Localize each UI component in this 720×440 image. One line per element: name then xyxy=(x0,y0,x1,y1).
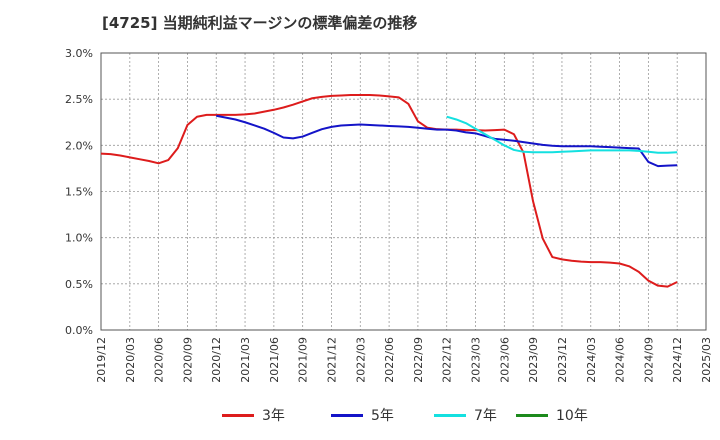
legend-swatch xyxy=(222,413,254,417)
legend-label: 10年 xyxy=(556,408,588,424)
x-tick-label: 2020/03 xyxy=(124,337,137,383)
y-axis: 0.0% 0.5% 1.0% 1.5% 2.0% 2.5% 3.0% xyxy=(65,47,93,337)
legend-label: 3年 xyxy=(262,408,285,424)
grid xyxy=(100,52,707,331)
x-tick-label: 2024/03 xyxy=(585,337,598,383)
y-tick-label: 2.0% xyxy=(65,139,93,152)
x-tick-label: 2022/12 xyxy=(441,337,454,383)
x-tick-label: 2023/03 xyxy=(470,337,483,383)
legend: 3年 5年 7年 10年 xyxy=(0,398,720,432)
series-line-2 xyxy=(446,115,678,154)
legend-item-0: 3年 xyxy=(222,398,285,432)
y-tick-label: 0.0% xyxy=(65,324,93,337)
x-tick-label: 2020/12 xyxy=(210,337,223,383)
series-layer xyxy=(100,94,678,288)
x-tick-label: 2024/09 xyxy=(642,337,655,383)
x-tick-label: 2022/03 xyxy=(354,337,367,383)
x-tick-label: 2020/09 xyxy=(181,337,194,383)
x-tick-label: 2021/09 xyxy=(297,337,310,383)
x-tick-label: 2025/03 xyxy=(700,337,713,383)
x-axis: 2019/12 2020/03 2020/06 2020/09 2020/12 2021/… xyxy=(95,337,713,383)
plot-area xyxy=(100,52,707,331)
x-tick-label: 2023/06 xyxy=(498,337,511,383)
x-tick-label: 2021/12 xyxy=(325,337,338,383)
series-line-1 xyxy=(216,114,678,168)
x-tick-label: 2020/06 xyxy=(153,337,166,383)
x-tick-label: 2022/09 xyxy=(412,337,425,383)
legend-item-3: 10年 xyxy=(516,398,588,432)
y-tick-label: 1.5% xyxy=(65,186,93,199)
x-tick-label: 2022/06 xyxy=(383,337,396,383)
x-tick-label: 2024/12 xyxy=(671,337,684,383)
legend-swatch xyxy=(516,413,548,417)
x-tick-label: 2024/06 xyxy=(614,337,627,383)
y-tick-label: 3.0% xyxy=(65,47,93,60)
plot-frame xyxy=(100,52,707,331)
y-tick-label: 1.0% xyxy=(65,232,93,245)
legend-swatch xyxy=(434,413,466,417)
legend-label: 7年 xyxy=(474,408,497,424)
x-tick-label: 2021/03 xyxy=(239,337,252,383)
x-tick-label: 2023/09 xyxy=(527,337,540,383)
x-tick-label: 2019/12 xyxy=(95,337,108,383)
series-line-0 xyxy=(100,94,678,288)
chart-title: [4725] 当期純利益マージンの標準偏差の推移 xyxy=(102,14,418,32)
legend-item-2: 7年 xyxy=(434,398,497,432)
legend-label: 5年 xyxy=(371,408,394,424)
legend-swatch xyxy=(331,413,363,417)
y-tick-label: 0.5% xyxy=(65,278,93,291)
x-tick-label: 2021/06 xyxy=(268,337,281,383)
x-tick-label: 2023/12 xyxy=(556,337,569,383)
legend-item-1: 5年 xyxy=(331,398,394,432)
y-tick-label: 2.5% xyxy=(65,93,93,106)
